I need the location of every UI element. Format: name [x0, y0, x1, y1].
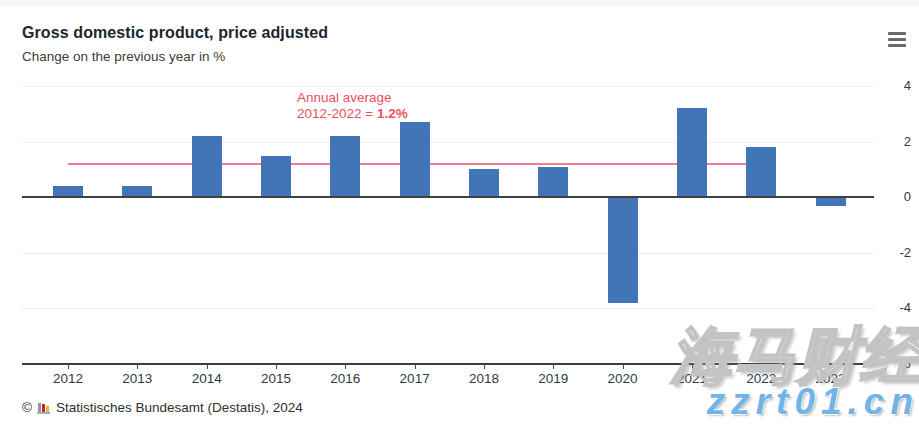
- gridline-y4: [22, 86, 874, 87]
- annotation-line1: Annual average: [297, 90, 408, 106]
- bar-2021[interactable]: [677, 108, 707, 197]
- x-tick-2015: [276, 364, 277, 369]
- x-axis-label-2016: 2016: [315, 371, 375, 386]
- bar-2019[interactable]: [538, 167, 568, 198]
- bar-2022[interactable]: [746, 147, 776, 197]
- x-axis-label-2019: 2019: [523, 371, 583, 386]
- x-tick-2019: [553, 364, 554, 369]
- y-axis-label-4: 4: [877, 78, 911, 93]
- gridline-y-2: [22, 253, 874, 254]
- x-axis-label-2018: 2018: [454, 371, 514, 386]
- x-tick-2016: [345, 364, 346, 369]
- x-axis-label-2017: 2017: [385, 371, 445, 386]
- watermark-url-text: zzrt01.cn: [707, 381, 919, 423]
- bar-2016[interactable]: [330, 136, 360, 197]
- annotation-line2: 2012-2022 = 1.2%: [297, 106, 408, 122]
- bar-2017[interactable]: [400, 122, 430, 197]
- gdp-chart-widget: Gross domestic product, price adjusted C…: [0, 0, 919, 424]
- y-axis-label-2: 2: [877, 134, 911, 149]
- source-text: Statistisches Bundesamt (Destatis), 2024: [56, 400, 303, 415]
- x-axis-label-2015: 2015: [246, 371, 306, 386]
- x-axis-label-2020: 2020: [593, 371, 653, 386]
- x-tick-2017: [415, 364, 416, 369]
- destatis-bar-chart-icon: [37, 401, 51, 414]
- gridline-y2: [22, 142, 874, 143]
- x-axis-label-2014: 2014: [177, 371, 237, 386]
- gridline-y-4: [22, 308, 874, 309]
- y-axis-label--2: -2: [877, 245, 911, 260]
- bar-2015[interactable]: [261, 156, 291, 198]
- x-tick-2018: [484, 364, 485, 369]
- average-annotation: Annual average 2012-2022 = 1.2%: [297, 90, 408, 122]
- x-tick-2020: [623, 364, 624, 369]
- x-axis-label-2012: 2012: [38, 371, 98, 386]
- copyright-symbol: ©: [22, 400, 32, 415]
- bar-2020[interactable]: [608, 197, 638, 303]
- x-axis-label-2013: 2013: [107, 371, 167, 386]
- x-tick-2012: [68, 364, 69, 369]
- x-tick-2013: [137, 364, 138, 369]
- bar-2018[interactable]: [469, 169, 499, 197]
- y-axis-label-0: 0: [877, 189, 911, 204]
- bar-2014[interactable]: [192, 136, 222, 197]
- annotation-value: 1.2%: [377, 106, 408, 121]
- zero-axis-line: [22, 196, 874, 198]
- bar-2023[interactable]: [816, 197, 846, 205]
- x-tick-2014: [207, 364, 208, 369]
- source-footer: © Statistisches Bundesamt (Destatis), 20…: [22, 399, 303, 415]
